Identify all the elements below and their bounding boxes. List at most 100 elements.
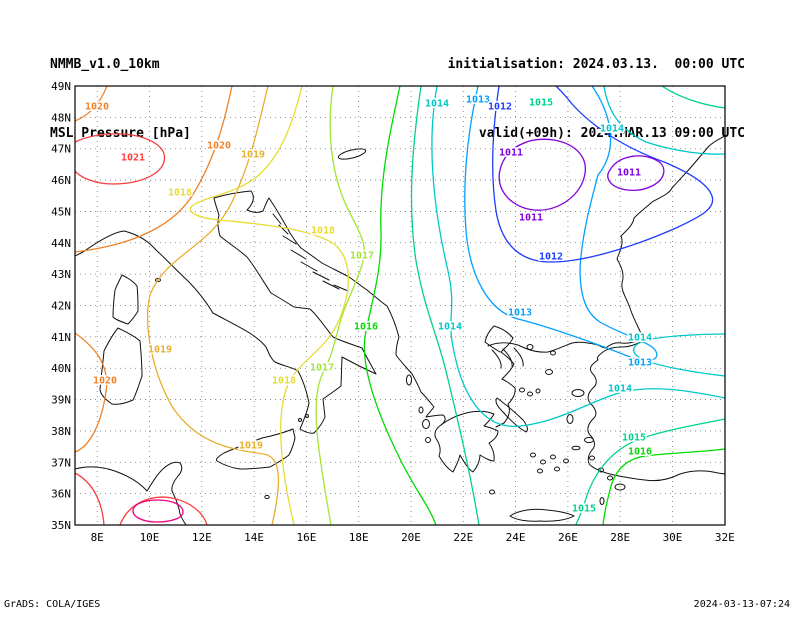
contour-label-1016: 1016 xyxy=(628,447,652,458)
lon-tick-label: 20E xyxy=(401,531,421,544)
island xyxy=(545,369,553,375)
header-left: NMMB_v1.0_10km MSL Pressure [hPa] xyxy=(50,7,191,191)
lat-tick-label: 43N xyxy=(51,268,71,281)
coastline-greece-west xyxy=(411,373,446,426)
coastline-corsica xyxy=(112,274,139,325)
island-sliver xyxy=(333,284,349,292)
coastline-corinth-isthmus xyxy=(495,422,505,428)
lon-tick-label: 12E xyxy=(192,531,212,544)
lon-tick-label: 24E xyxy=(506,531,526,544)
contour-label-1014: 1014 xyxy=(608,384,632,395)
lat-tick-label: 38N xyxy=(51,425,71,438)
island xyxy=(264,494,270,500)
island xyxy=(406,374,412,386)
islands-group xyxy=(155,278,626,505)
isobar-1020-nw-corner xyxy=(75,86,108,122)
contour-label-1014: 1014 xyxy=(438,322,462,333)
island xyxy=(566,414,574,424)
contour-label-1021: 1021 xyxy=(121,153,145,164)
isobar-1018-po-valley xyxy=(189,86,349,525)
isobar-1021-sw-corner xyxy=(75,472,105,525)
coastline-turkey-aegean xyxy=(587,338,725,482)
isobar-1011-low-east xyxy=(607,155,665,192)
lat-tick-label: 49N xyxy=(51,80,71,93)
contour-label-1011: 1011 xyxy=(519,213,543,224)
contour-label-1016: 1016 xyxy=(354,322,378,333)
field-name: MSL Pressure [hPa] xyxy=(50,126,191,141)
contour-label-1013: 1013 xyxy=(508,308,532,319)
isobar-1017-adriatic xyxy=(315,86,365,525)
contour-label-1018: 1018 xyxy=(272,376,296,387)
lat-tick-label: 42N xyxy=(51,299,71,312)
island xyxy=(422,419,430,429)
island-sliver xyxy=(282,235,297,245)
contour-label-1013: 1013 xyxy=(628,358,652,369)
lat-tick-label: 40N xyxy=(51,362,71,375)
island xyxy=(540,459,546,465)
island xyxy=(599,497,605,505)
lon-tick-label: 28E xyxy=(610,531,630,544)
island-sliver xyxy=(278,224,289,235)
contour-label-1020: 1020 xyxy=(93,376,117,387)
isobar-1014-tongue-hairpin xyxy=(633,333,725,377)
isobar-1019-west xyxy=(147,86,280,525)
valid-time: valid(+09h): 2024.MAR.13 09:00 UTC xyxy=(478,126,745,141)
contour-label-1015: 1015 xyxy=(622,433,646,444)
island xyxy=(535,388,541,394)
island xyxy=(614,483,626,491)
lake-balaton xyxy=(337,148,367,160)
contour-label-1017: 1017 xyxy=(350,251,374,262)
lon-tick-label: 16E xyxy=(296,531,316,544)
lat-tick-label: 39N xyxy=(51,394,71,407)
island xyxy=(607,475,613,481)
contour-label-1015: 1015 xyxy=(529,98,553,109)
island xyxy=(489,489,495,495)
isobar-labels: 1020 1021 1020 1019 1018 1018 1017 1016 1019 1017… xyxy=(83,93,653,516)
contour-label-1019: 1019 xyxy=(239,441,263,452)
isobar-1011-low-west xyxy=(498,138,586,211)
contour-label-1019: 1019 xyxy=(241,150,265,161)
island xyxy=(571,389,585,397)
island xyxy=(550,350,556,356)
island xyxy=(527,391,533,397)
dalmatian-islands-group xyxy=(272,213,349,292)
contour-label-1014: 1014 xyxy=(628,333,652,344)
isobar-1016-se-corner xyxy=(602,448,725,525)
coastline-north-africa xyxy=(75,461,187,525)
contour-label-1015: 1015 xyxy=(572,504,596,515)
island-sliver xyxy=(272,213,282,225)
island xyxy=(571,445,581,451)
island xyxy=(550,454,556,460)
contour-label-1020: 1020 xyxy=(85,102,109,113)
contour-label-1012: 1012 xyxy=(488,102,512,113)
coastline-italy xyxy=(75,190,377,434)
isobar-1020-west-bulge xyxy=(75,332,108,453)
coastline-euboea xyxy=(495,397,528,433)
coastline-sardinia xyxy=(99,327,143,405)
isobar-1015-ne-corner xyxy=(661,86,725,109)
lat-tick-label: 36N xyxy=(51,488,71,501)
lon-tick-label: 26E xyxy=(558,531,578,544)
coastline-chalkidiki xyxy=(487,342,524,369)
coastlines xyxy=(75,135,725,525)
init-time: initialisation: 2024.03.13. 00:00 UTC xyxy=(447,57,745,72)
lat-tick-label: 46N xyxy=(51,174,71,187)
island-sliver xyxy=(322,280,340,290)
isobar-1022-closed-high xyxy=(132,499,184,523)
island xyxy=(418,406,424,414)
island xyxy=(155,278,161,282)
coastline-greece-east xyxy=(484,325,516,424)
island-sliver xyxy=(300,261,318,272)
contour-label-1011: 1011 xyxy=(617,168,641,179)
isobar-1021-south-arc xyxy=(119,496,208,525)
lat-tick-label: 37N xyxy=(51,456,71,469)
island xyxy=(425,437,431,443)
island xyxy=(563,458,569,464)
isobar-1013-trough-wrap xyxy=(464,86,658,362)
island xyxy=(519,387,525,393)
contour-label-1014: 1014 xyxy=(600,124,624,135)
isobar-1014-main xyxy=(431,86,725,427)
axis-labels: 8E 10E 12E 14E 16E 18E 20E 22E 24E 26E 28E 30E 32E 49… xyxy=(51,80,735,544)
map-frame xyxy=(74,85,726,526)
